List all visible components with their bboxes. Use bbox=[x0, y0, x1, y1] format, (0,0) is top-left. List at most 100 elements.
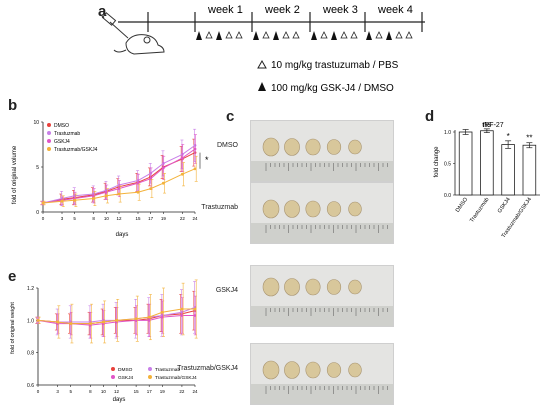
filled-dose-marker bbox=[253, 31, 259, 40]
x-tick-label: 17 bbox=[148, 216, 154, 221]
bar bbox=[501, 144, 515, 196]
x-tick-label: 17 bbox=[147, 389, 153, 394]
week-label-3: week 3 bbox=[322, 4, 358, 16]
legend-marker bbox=[148, 367, 152, 371]
data-point bbox=[73, 198, 77, 202]
open-dose-marker bbox=[375, 31, 383, 39]
panel-letter-c: c bbox=[226, 108, 235, 125]
legend-marker bbox=[47, 147, 51, 151]
legend-marker bbox=[148, 375, 152, 379]
series-line bbox=[42, 152, 196, 204]
legend-marker bbox=[47, 131, 51, 135]
open-dose-marker bbox=[340, 31, 348, 39]
x-tick-label: 12 bbox=[116, 216, 122, 221]
x-tick-label: 12 bbox=[114, 389, 120, 394]
data-point bbox=[117, 187, 121, 190]
data-point bbox=[161, 166, 165, 170]
legend-marker bbox=[111, 367, 115, 371]
y-tick-label: 10 bbox=[33, 120, 39, 126]
week-label-1: week 1 bbox=[207, 4, 243, 16]
data-point bbox=[147, 315, 151, 319]
mouse-syringe-icon bbox=[99, 12, 165, 55]
y-tick-label: 0.5 bbox=[444, 162, 451, 168]
data-point bbox=[117, 192, 121, 196]
open-dose-marker bbox=[235, 31, 243, 39]
week-label-2: week 2 bbox=[264, 4, 300, 16]
legend-open-label: 10 mg/kg trastuzumab / PBS bbox=[271, 60, 399, 71]
category-label: GSKJ4 bbox=[497, 197, 512, 215]
data-point bbox=[193, 314, 197, 317]
open-dose-marker bbox=[205, 31, 213, 39]
significance-mark: ** bbox=[526, 134, 532, 143]
y-tick-label: 1.0 bbox=[444, 130, 451, 136]
data-point bbox=[193, 307, 197, 311]
x-tick-label: 19 bbox=[161, 216, 167, 221]
filled-dose-marker bbox=[273, 31, 279, 40]
weight-chart-ylabel: fold of original weight bbox=[10, 302, 16, 354]
data-point bbox=[193, 147, 197, 151]
legend-marker bbox=[47, 123, 51, 127]
x-tick-label: 22 bbox=[180, 216, 186, 221]
y-tick-label: 5 bbox=[36, 165, 39, 171]
x-tick-label: 3 bbox=[56, 389, 59, 394]
x-tick-label: 5 bbox=[73, 216, 76, 221]
open-dose-marker bbox=[225, 31, 233, 39]
open-dose-marker bbox=[292, 31, 300, 39]
tumor-photo bbox=[250, 265, 394, 327]
weight-chart: fold of original weight days 0.6 0.8 1.0 1.… bbox=[10, 279, 198, 403]
data-point bbox=[36, 318, 40, 322]
x-tick-label: 19 bbox=[160, 389, 166, 394]
data-point bbox=[92, 194, 96, 198]
photo-label: Trastuzmab bbox=[201, 204, 238, 211]
data-point bbox=[134, 317, 138, 321]
open-dose-marker bbox=[350, 31, 358, 39]
legend-label: DMSO bbox=[54, 123, 69, 129]
photo-label: DMSO bbox=[217, 142, 238, 149]
data-point bbox=[161, 162, 165, 165]
tumor-photo bbox=[250, 120, 394, 182]
data-point bbox=[149, 187, 153, 190]
data-point bbox=[69, 322, 73, 325]
data-point bbox=[41, 201, 45, 205]
dose-markers bbox=[196, 31, 413, 40]
legend-filled-label: 100 mg/kg GSK-J4 / DMSO bbox=[271, 83, 394, 94]
legend-marker bbox=[111, 375, 115, 379]
week-label-4: week 4 bbox=[377, 4, 413, 16]
data-point bbox=[88, 322, 92, 325]
volume-chart: fold of original volume days 0 5 10 0 3 5 8 10 1… bbox=[12, 120, 209, 238]
data-point bbox=[180, 314, 184, 317]
filled-dose-marker bbox=[331, 31, 337, 40]
x-tick-label: 3 bbox=[61, 216, 64, 221]
x-tick-label: 15 bbox=[134, 389, 140, 394]
x-tick-label: 10 bbox=[101, 389, 107, 394]
legend-label: GSKJ4 bbox=[118, 375, 134, 381]
data-point bbox=[180, 172, 184, 176]
legend-label: GSKJ4 bbox=[54, 139, 70, 145]
photo-label: Trastuzmab/GSKJ4 bbox=[177, 365, 238, 372]
data-point bbox=[104, 194, 108, 198]
photo-label: GSKJ4 bbox=[215, 287, 238, 294]
x-tick-label: 0 bbox=[42, 216, 45, 221]
data-point bbox=[73, 194, 77, 198]
filled-triangle-icon bbox=[258, 82, 266, 91]
data-point bbox=[180, 153, 184, 156]
filled-dose-marker bbox=[386, 31, 392, 40]
open-triangle-icon bbox=[257, 59, 267, 69]
x-tick-label: 24 bbox=[192, 216, 198, 221]
panel-letter-e: e bbox=[8, 268, 17, 285]
legend-label: Trastuzmab bbox=[54, 131, 80, 137]
data-point bbox=[92, 197, 96, 200]
panel-letter-d: d bbox=[425, 108, 435, 125]
legend-label: Trastuzmab/GSKJ4 bbox=[54, 147, 98, 153]
legend-label: DMSO bbox=[118, 367, 133, 373]
y-tick-label: 1.0 bbox=[27, 318, 34, 324]
open-dose-marker bbox=[320, 31, 328, 39]
data-point bbox=[60, 199, 64, 203]
panel-letter-b: b bbox=[8, 97, 18, 114]
x-tick-label: 22 bbox=[179, 389, 185, 394]
data-point bbox=[147, 318, 151, 322]
volume-chart-ylabel: fold of original volume bbox=[12, 145, 18, 204]
filled-dose-marker bbox=[196, 31, 202, 40]
data-point bbox=[56, 320, 60, 324]
filled-dose-marker bbox=[366, 31, 372, 40]
